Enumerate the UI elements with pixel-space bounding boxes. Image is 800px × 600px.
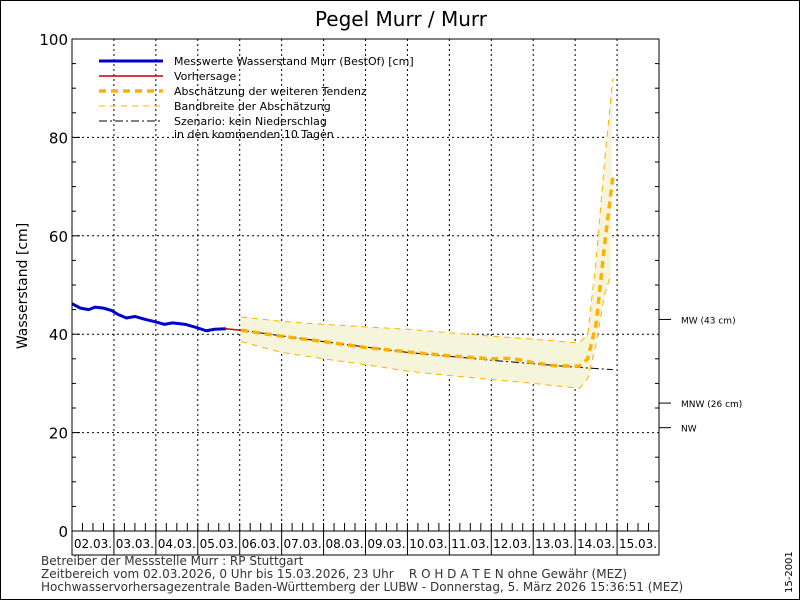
y-tick-label: 100 (39, 31, 68, 49)
legend-label: Bandbreite der Abschätzung (174, 100, 331, 113)
reference-label: MNW (26 cm) (681, 400, 742, 410)
legend-label: Szenario: kein Niederschlag (174, 115, 327, 128)
y-tick-label: 20 (49, 425, 68, 443)
reference-label: NW (681, 425, 697, 435)
x-tick-label: 03.03. (116, 537, 154, 551)
footer-timerange: Zeitbereich vom 02.03.2026, 0 Uhr bis 15… (41, 567, 628, 581)
legend-label: Messwerte Wasserstand Murr (BestOf) [cm] (174, 55, 414, 68)
x-tick-label: 15.03. (619, 537, 657, 551)
legend-label: in den kommenden 10 Tagen (174, 128, 334, 141)
x-tick-label: 06.03. (242, 537, 280, 551)
x-tick-label: 02.03. (74, 537, 112, 551)
x-tick-label: 05.03. (200, 537, 238, 551)
x-tick-label: 08.03. (325, 537, 363, 551)
legend-label: Vorhersage (174, 70, 236, 83)
tendency-line (240, 176, 615, 368)
x-tick-label: 04.03. (158, 537, 196, 551)
y-tick-label: 60 (49, 228, 68, 246)
x-tick-label: 12.03. (493, 537, 531, 551)
reference-label: MW (43 cm) (681, 316, 736, 326)
legend-label: Abschätzung der weiteren Tendenz (174, 85, 367, 98)
chart-title: Pegel Murr / Murr (315, 7, 488, 31)
x-tick-label: 13.03. (535, 537, 573, 551)
x-tick-label: 11.03. (451, 537, 489, 551)
measured-line (71, 302, 226, 333)
y-axis-label: Wasserstand [cm] (15, 223, 31, 349)
band-lower-line (240, 275, 612, 389)
y-tick-label: 80 (49, 129, 68, 147)
forecast-line (225, 328, 242, 332)
x-tick-label: 10.03. (409, 537, 447, 551)
x-tick-label: 14.03. (577, 537, 615, 551)
y-tick-label: 40 (49, 326, 68, 344)
footer-operator: Betreiber der Messstelle Murr : RP Stutt… (41, 554, 304, 568)
x-tick-label: 09.03. (367, 537, 405, 551)
uncertainty-band-fill (240, 78, 613, 389)
chart-code: 15-2001 (784, 551, 795, 593)
band-upper-line (240, 78, 614, 344)
x-tick-label: 07.03. (284, 537, 322, 551)
footer-source: Hochwasservorhersagezentrale Baden-Württ… (41, 580, 684, 594)
y-tick-label: 0 (58, 523, 68, 541)
